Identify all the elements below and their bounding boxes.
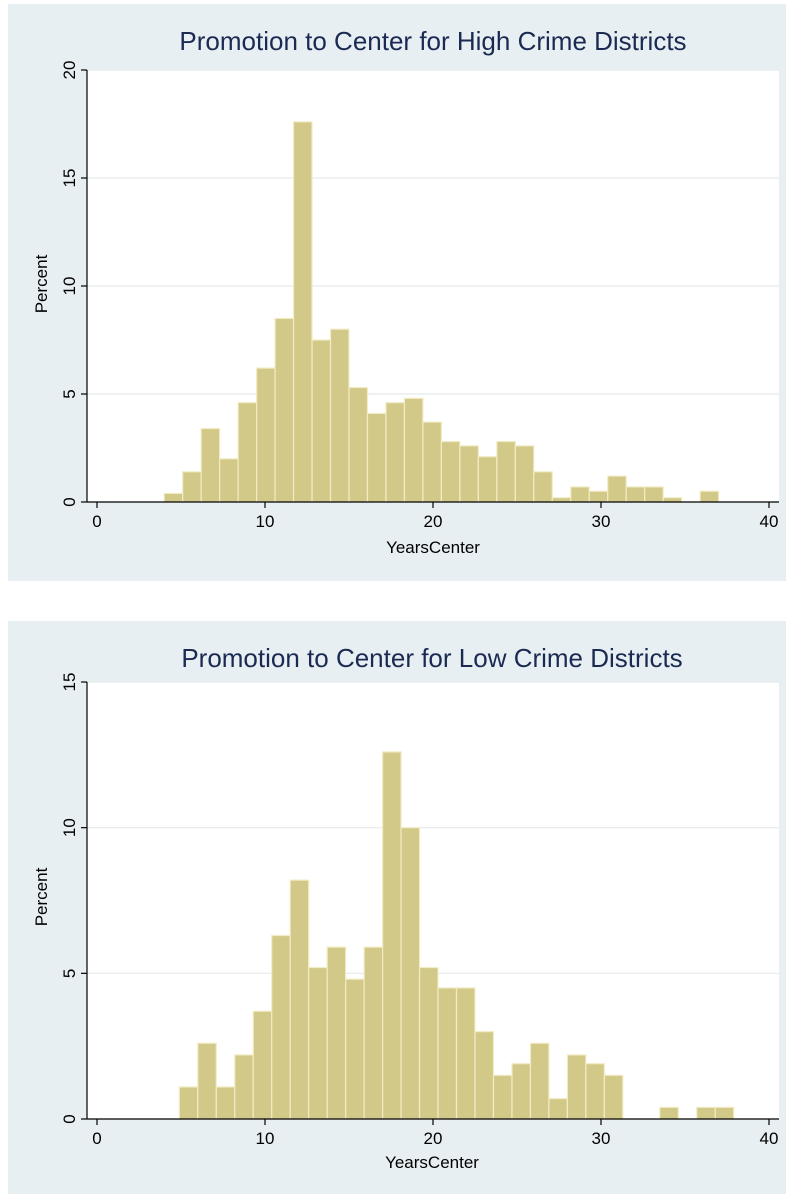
x-tick-label: 0 (92, 512, 101, 531)
histogram-bar (514, 445, 535, 503)
histogram-bar (289, 879, 310, 1120)
y-tick-label: 5 (60, 389, 79, 398)
histogram-bar (403, 397, 424, 503)
histogram-bar (625, 486, 646, 503)
histogram-bar (219, 458, 239, 503)
chart-title: Promotion to Center for Low Crime Distri… (181, 643, 682, 673)
x-tick-label: 40 (760, 1129, 779, 1148)
histogram-bar (197, 1042, 217, 1120)
histogram-low-crime: Promotion to Center for Low Crime Distri… (32, 643, 779, 1172)
histogram-bar (326, 946, 347, 1120)
histogram-bar (400, 827, 421, 1120)
histogram-bar (252, 1010, 273, 1120)
y-tick-label: 5 (60, 969, 79, 978)
histogram-bar (274, 317, 295, 503)
y-tick-label: 0 (60, 1114, 79, 1123)
y-tick-label: 0 (60, 497, 79, 506)
x-tick-label: 10 (256, 512, 275, 531)
histogram-bar (345, 978, 365, 1120)
histogram-bar (311, 339, 332, 503)
histogram-bar (474, 1031, 495, 1120)
histogram-bar (511, 1063, 532, 1120)
histogram-bar (437, 987, 458, 1120)
x-axis-label: YearsCenter (385, 1153, 479, 1172)
histogram-bar (529, 1042, 550, 1120)
x-tick-label: 0 (92, 1129, 101, 1148)
histogram-bar (696, 1106, 716, 1120)
x-tick-label: 20 (424, 512, 443, 531)
chart-title: Promotion to Center for High Crime Distr… (179, 26, 686, 56)
y-axis-label: Percent (32, 867, 51, 926)
y-tick-label: 15 (60, 169, 79, 188)
histogram-bar (607, 475, 627, 503)
histogram-bar (533, 471, 553, 503)
y-tick-label: 15 (60, 673, 79, 692)
x-tick-label: 40 (760, 512, 779, 531)
histogram-bar (292, 121, 313, 503)
histogram-bar (588, 490, 609, 503)
histogram-bar (385, 402, 406, 503)
histogram-bar (496, 440, 516, 503)
histogram-bar (477, 456, 498, 503)
histogram-bar (237, 402, 258, 503)
x-tick-label: 30 (592, 512, 611, 531)
chart-panel-high-crime: Promotion to Center for High Crime Distr… (8, 4, 786, 581)
histogram-bar (234, 1054, 254, 1120)
histogram-bar (603, 1074, 624, 1120)
y-tick-label: 10 (60, 818, 79, 837)
histogram-bar (329, 328, 350, 503)
histogram-bar (644, 486, 664, 503)
histogram-bar (659, 1106, 679, 1120)
x-tick-label: 10 (256, 1129, 275, 1148)
y-tick-label: 10 (60, 277, 79, 296)
histogram-bar (382, 751, 402, 1120)
x-tick-label: 30 (592, 1129, 611, 1148)
histogram-bar (699, 490, 720, 503)
histogram-bar (585, 1063, 605, 1120)
histogram-bar (215, 1086, 236, 1120)
histogram-bar (551, 497, 572, 503)
histogram-bar (271, 934, 291, 1120)
histogram-bar (363, 946, 384, 1120)
histogram-bar (714, 1106, 735, 1120)
x-tick-label: 20 (424, 1129, 443, 1148)
x-axis-label: YearsCenter (386, 538, 480, 557)
histogram-bar (256, 367, 276, 503)
histogram-bar (418, 966, 439, 1120)
histogram-bar (548, 1098, 568, 1120)
histogram-bar (163, 492, 184, 503)
histogram-bar (662, 497, 683, 503)
histogram-bar (566, 1054, 587, 1120)
histogram-bar (440, 440, 461, 503)
histogram-bar (182, 471, 202, 503)
histogram-bar (308, 966, 328, 1120)
histogram-bar (570, 486, 590, 503)
histogram-bar (459, 445, 479, 503)
y-tick-label: 20 (60, 61, 79, 80)
histogram-bar (178, 1086, 199, 1120)
histogram-bar (492, 1074, 513, 1120)
histogram-bar (455, 987, 476, 1120)
y-axis-label: Percent (32, 254, 51, 313)
histogram-bar (366, 412, 387, 503)
chart-panel-low-crime: Promotion to Center for Low Crime Distri… (8, 621, 786, 1194)
histogram-bar (348, 386, 369, 503)
histogram-bar (422, 421, 443, 503)
histogram-bar (200, 427, 221, 503)
histogram-high-crime: Promotion to Center for High Crime Distr… (32, 26, 779, 557)
